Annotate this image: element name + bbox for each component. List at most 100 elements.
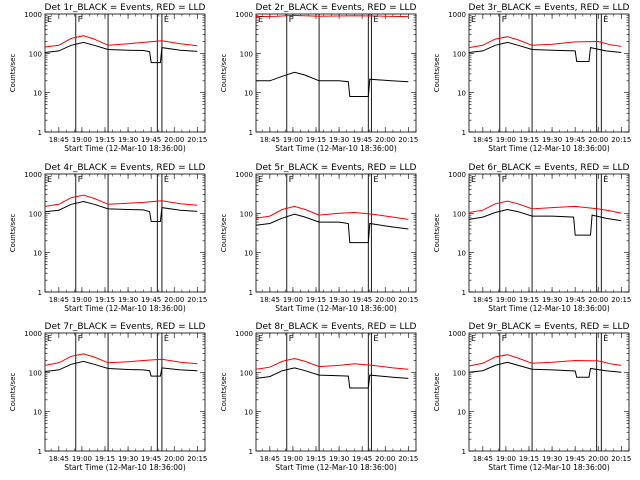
y-tick-label: 1 xyxy=(462,129,466,137)
x-tick-label: 20:15 xyxy=(398,136,418,144)
plot-panel-1: Det 1r_BLACK = Events, RED = LLD 1 10 100 10… xyxy=(9,3,207,153)
y-tick-label: 1000 xyxy=(235,330,253,338)
y-axis-label: Counts/sec xyxy=(220,54,228,93)
flag-label: F xyxy=(78,175,83,184)
series-events xyxy=(469,208,622,236)
flag-label: E xyxy=(373,175,378,184)
x-tick-label: 19:15 xyxy=(95,296,115,304)
x-tick-label: 19:45 xyxy=(141,296,161,304)
plot-panel-6: Det 6r_BLACK = Events, RED = LLD 1 10 100 10… xyxy=(433,163,631,313)
plot-frame xyxy=(468,332,630,452)
x-tick-label: 20:00 xyxy=(375,296,395,304)
x-tick-label: 19:15 xyxy=(95,136,115,144)
plot-title: Det 5r_BLACK = Events, RED = LLD xyxy=(256,163,417,173)
x-tick-label: 20:00 xyxy=(164,136,184,144)
y-tick-label: 1 xyxy=(249,129,253,137)
plot-frame xyxy=(44,13,206,133)
y-tick-label: 1000 xyxy=(448,11,466,19)
x-tick-label: 19:45 xyxy=(141,136,161,144)
plot-frame xyxy=(255,173,417,293)
flag-label: E xyxy=(471,175,476,184)
series-events xyxy=(45,200,198,222)
plot-title: Det 2r_BLACK = Events, RED = LLD xyxy=(256,3,417,13)
plot-frame xyxy=(468,13,630,133)
plot-panel-4: Det 4r_BLACK = Events, RED = LLD 1 10 100 10… xyxy=(9,163,207,313)
flag-label: E xyxy=(373,334,378,343)
series-events xyxy=(469,41,622,62)
series-events xyxy=(256,71,409,97)
x-tick-label: 19:45 xyxy=(565,455,585,463)
y-axis-label: Counts/sec xyxy=(433,54,441,93)
series-events xyxy=(256,213,409,244)
plot-frame xyxy=(44,173,206,293)
x-axis-label: Start Time (12-Mar-10 18:36:00) xyxy=(275,144,397,153)
x-axis-label: Start Time (12-Mar-10 18:36:00) xyxy=(488,144,610,153)
flag-label: E xyxy=(164,15,169,24)
y-tick-label: 1 xyxy=(249,448,253,456)
flag-label: E xyxy=(471,334,476,343)
x-tick-label: 20:15 xyxy=(611,136,631,144)
flag-label: E xyxy=(258,15,263,24)
plot-panel-3: Det 3r_BLACK = Events, RED = LLD 1 10 100 10… xyxy=(433,3,631,153)
plot-data xyxy=(469,174,622,292)
y-axis-label: Counts/sec xyxy=(9,214,17,253)
y-tick-label: 10 xyxy=(244,90,253,98)
y-axis-label: Counts/sec xyxy=(220,373,228,412)
plot-title: Det 6r_BLACK = Events, RED = LLD xyxy=(469,163,630,173)
x-tick-label: 19:15 xyxy=(306,455,326,463)
series-lld xyxy=(256,205,409,220)
x-tick-label: 18:45 xyxy=(260,136,280,144)
flag-label: F xyxy=(502,15,507,24)
plot-panel-7: Det 7r_BLACK = Events, RED = LLD 1 10 100 10… xyxy=(9,322,207,472)
x-tick-label: 19:45 xyxy=(352,296,372,304)
flag-label: F xyxy=(289,334,294,343)
series-lld xyxy=(256,357,409,370)
flag-label: E xyxy=(603,334,608,343)
x-tick-label: 19:15 xyxy=(306,296,326,304)
x-tick-label: 19:30 xyxy=(542,296,562,304)
y-tick-label: 10 xyxy=(457,250,466,258)
x-tick-label: 20:00 xyxy=(164,296,184,304)
y-tick-label: 1 xyxy=(249,289,253,297)
plot-panel-9: Det 9r_BLACK = Events, RED = LLD 1 10 100 10… xyxy=(433,322,631,472)
series-lld xyxy=(469,200,622,214)
x-tick-label: 18:45 xyxy=(473,296,493,304)
x-tick-label: 19:30 xyxy=(329,296,349,304)
series-lld xyxy=(256,14,409,18)
plot-data xyxy=(256,333,409,451)
y-axis-label: Counts/sec xyxy=(9,54,17,93)
series-events xyxy=(45,360,198,377)
x-axis-label: Start Time (12-Mar-10 18:36:00) xyxy=(488,463,610,472)
x-tick-label: 18:45 xyxy=(260,296,280,304)
x-tick-label: 19:15 xyxy=(519,136,539,144)
flag-label: E xyxy=(373,15,378,24)
x-tick-label: 19:00 xyxy=(283,136,303,144)
y-tick-label: 100 xyxy=(240,210,253,218)
x-tick-label: 20:00 xyxy=(588,136,608,144)
x-tick-label: 19:00 xyxy=(283,455,303,463)
x-tick-label: 19:15 xyxy=(306,136,326,144)
flag-label: F xyxy=(78,334,83,343)
y-tick-label: 10 xyxy=(244,409,253,417)
flag-label: F xyxy=(289,15,294,24)
flag-label: E xyxy=(47,15,52,24)
y-axis-label: Counts/sec xyxy=(433,214,441,253)
y-tick-label: 1 xyxy=(38,129,42,137)
y-tick-label: 1000 xyxy=(24,330,42,338)
y-tick-label: 100 xyxy=(453,210,466,218)
y-tick-label: 10 xyxy=(33,90,42,98)
plot-data xyxy=(256,14,409,132)
x-tick-label: 20:15 xyxy=(187,136,207,144)
y-tick-label: 1000 xyxy=(448,171,466,179)
x-axis-label: Start Time (12-Mar-10 18:36:00) xyxy=(64,463,186,472)
series-events xyxy=(469,361,622,378)
y-tick-label: 100 xyxy=(29,210,42,218)
x-tick-label: 18:45 xyxy=(260,455,280,463)
series-lld xyxy=(45,353,198,366)
plot-frame xyxy=(255,13,417,133)
x-tick-label: 20:15 xyxy=(611,296,631,304)
x-tick-label: 19:30 xyxy=(118,455,138,463)
y-tick-label: 100 xyxy=(240,50,253,58)
series-lld xyxy=(45,194,198,207)
